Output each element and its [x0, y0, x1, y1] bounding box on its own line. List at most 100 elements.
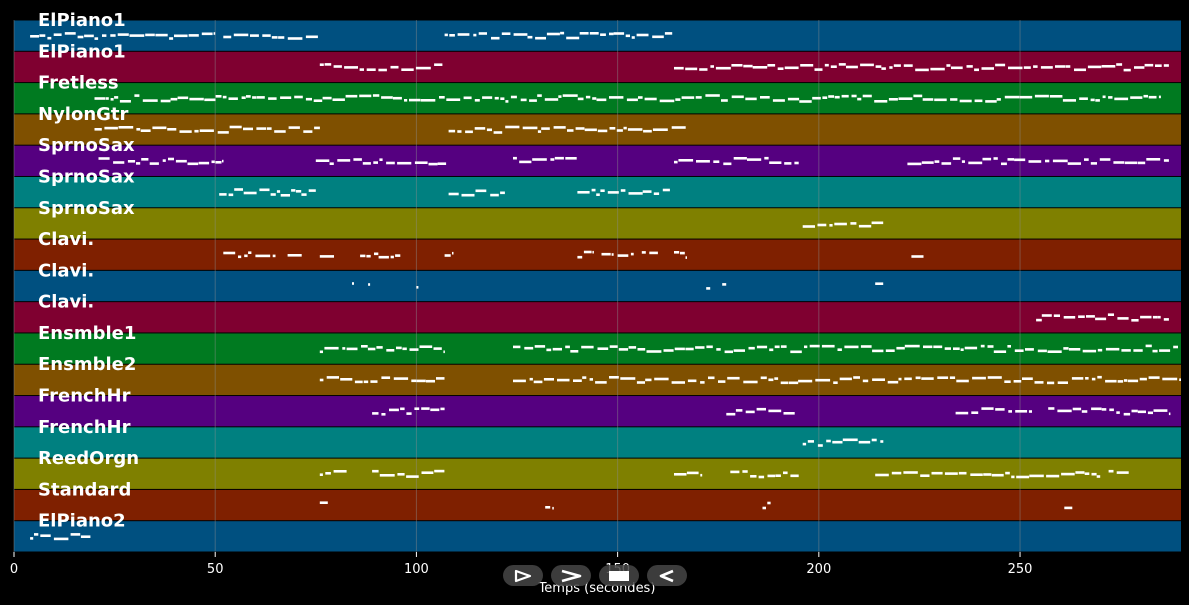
track-band	[14, 364, 1181, 396]
note-mark	[798, 379, 813, 383]
note-mark	[378, 68, 387, 72]
note-mark	[921, 161, 934, 164]
note-mark	[1090, 162, 1097, 165]
tick-label: 100	[404, 562, 429, 577]
track-labels: ElPiano1 ElPiano1 Fretless NylonGtr SprnoSax…	[38, 10, 139, 532]
note-mark	[1008, 66, 1023, 70]
note-mark	[775, 474, 781, 477]
note-mark	[915, 376, 921, 380]
play-button[interactable]	[503, 565, 543, 586]
note-mark	[626, 98, 638, 102]
note-mark	[1047, 381, 1055, 385]
note-mark	[1057, 409, 1072, 413]
track-label: Ensmble2	[38, 354, 136, 375]
note-mark	[573, 379, 582, 382]
note-mark	[911, 255, 924, 258]
note-mark	[474, 99, 480, 102]
note-mark	[674, 66, 684, 70]
note-mark	[1101, 408, 1107, 411]
note-mark	[155, 33, 168, 37]
note-mark	[705, 94, 720, 97]
note-mark	[971, 411, 979, 414]
note-mark	[1078, 315, 1085, 318]
note-mark	[659, 99, 675, 103]
stop-button[interactable]	[599, 565, 639, 586]
note-mark	[439, 96, 445, 99]
note-mark	[915, 68, 929, 72]
track-label: NylonGtr	[38, 104, 129, 125]
note-mark	[851, 94, 857, 98]
note-mark	[832, 440, 843, 444]
note-mark	[262, 34, 271, 37]
note-mark	[783, 412, 795, 415]
note-mark	[1004, 95, 1020, 99]
note-mark	[1123, 379, 1128, 382]
note-mark	[117, 33, 129, 36]
previous-button[interactable]	[647, 565, 687, 586]
note-mark	[609, 32, 614, 36]
chevron-right-icon	[561, 569, 582, 582]
note-mark	[1109, 408, 1114, 412]
note-mark	[609, 376, 619, 379]
note-mark	[934, 98, 947, 102]
note-mark	[760, 96, 770, 99]
note-mark	[1091, 377, 1096, 381]
note-mark	[395, 254, 401, 257]
note-mark	[898, 97, 913, 100]
note-mark	[152, 126, 167, 130]
note-mark	[324, 346, 339, 350]
note-mark	[581, 345, 594, 349]
note-mark	[1004, 380, 1011, 383]
note-mark	[862, 379, 869, 383]
note-mark	[241, 96, 246, 99]
note-mark	[589, 378, 593, 381]
note-mark	[675, 98, 681, 101]
play-outline-icon	[514, 569, 532, 582]
note-mark	[800, 64, 814, 67]
note-mark	[597, 129, 608, 133]
note-mark	[110, 34, 116, 37]
note-mark	[723, 162, 732, 166]
note-mark	[162, 159, 166, 162]
note-mark	[931, 471, 943, 475]
note-mark	[255, 254, 271, 258]
note-mark	[731, 95, 744, 99]
note-mark	[577, 191, 590, 194]
note-mark	[769, 348, 774, 352]
note-mark	[1105, 379, 1117, 383]
note-mark	[880, 440, 884, 443]
note-mark	[550, 158, 555, 161]
note-mark	[1123, 412, 1131, 416]
note-mark	[513, 33, 528, 36]
note-mark	[955, 411, 969, 415]
note-mark	[941, 162, 952, 165]
note-mark	[1045, 159, 1050, 163]
note-mark	[268, 97, 277, 100]
track-label: Clavi.	[38, 229, 94, 250]
note-mark	[482, 96, 493, 99]
note-mark	[1033, 65, 1038, 68]
note-mark	[102, 34, 107, 37]
note-mark	[687, 379, 697, 383]
note-mark	[623, 126, 627, 130]
note-mark	[949, 376, 956, 379]
next-button[interactable]	[551, 565, 591, 586]
note-mark	[322, 96, 332, 100]
note-mark	[558, 95, 562, 98]
note-mark	[500, 191, 505, 195]
note-mark	[1096, 475, 1101, 478]
note-mark	[457, 130, 462, 133]
note-mark	[699, 68, 708, 71]
note-mark	[1168, 412, 1171, 416]
note-mark	[961, 160, 965, 163]
note-mark	[888, 98, 898, 101]
note-mark	[577, 255, 583, 259]
note-mark	[537, 130, 542, 133]
note-mark	[713, 160, 720, 163]
note-mark	[1065, 65, 1071, 68]
note-mark	[53, 33, 62, 36]
note-mark	[758, 475, 765, 479]
note-mark	[174, 34, 188, 38]
note-mark	[308, 189, 316, 192]
note-mark	[1046, 474, 1060, 478]
